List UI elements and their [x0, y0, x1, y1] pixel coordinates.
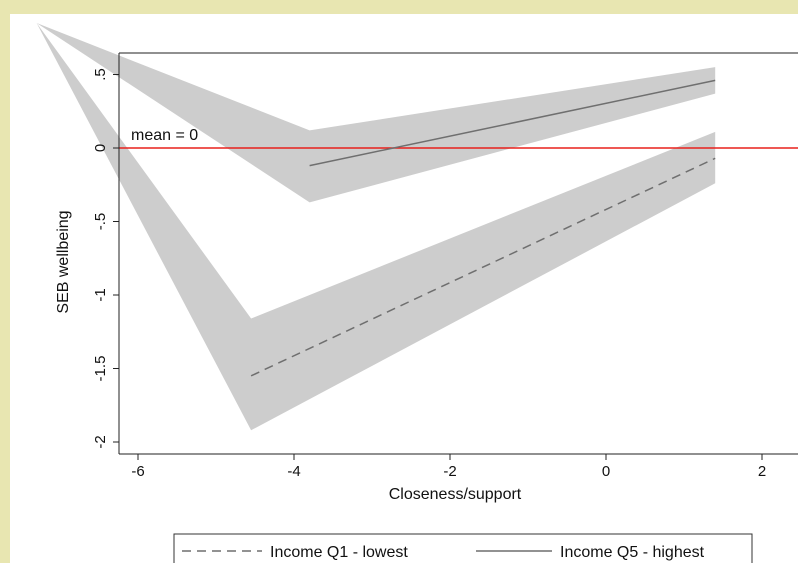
y-tick-label: -2	[92, 435, 109, 448]
legend-box	[173, 533, 753, 563]
x-tick-label: 2	[758, 463, 766, 480]
x-tick-label: 0	[602, 463, 610, 480]
legend-label-2: Income Q5 - highest	[560, 544, 705, 561]
y-axis-title: SEB wellbeing	[55, 210, 72, 313]
legend-label-1: Income Q1 - lowest	[270, 544, 408, 561]
y-tick-label: -.5	[92, 213, 109, 231]
series-line-1	[250, 157, 716, 377]
x-tick-label: -6	[131, 463, 144, 480]
x-tick-label: -4	[287, 463, 300, 480]
ci-band-2	[36, 23, 716, 203]
y-tick-label: -1.5	[92, 356, 109, 382]
series-line-2	[309, 79, 716, 167]
legend: Income Q1 - lowest Income Q5 - highest	[173, 533, 753, 563]
line-chart: mean = 0 -6 -4 -2 0 2 .5 0 -.5 -1 -1.5 -2 Closeness/…	[36, 23, 798, 563]
y-tick-label: .5	[92, 68, 109, 81]
y-tick-label: 0	[92, 144, 109, 152]
chart-panel: mean = 0 -6 -4 -2 0 2 .5 0 -.5 -1 -1.5 -2 Closeness/…	[10, 14, 798, 563]
plot-area	[36, 23, 798, 431]
x-axis-title: Closeness/support	[389, 486, 522, 503]
x-tick-label: -2	[443, 463, 456, 480]
ci-band-1	[36, 23, 716, 431]
y-tick-label: -1	[92, 288, 109, 301]
reference-line-label: mean = 0	[131, 127, 198, 144]
